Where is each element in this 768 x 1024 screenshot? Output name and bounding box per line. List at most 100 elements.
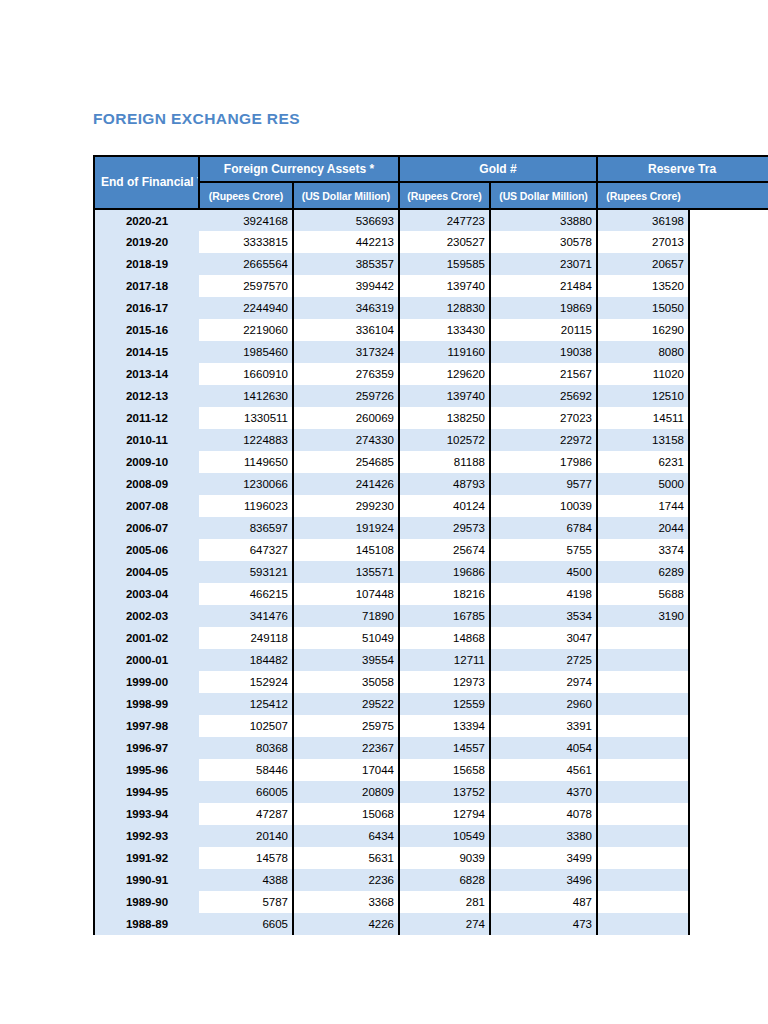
clipped-header-cell bbox=[689, 182, 768, 209]
clipped-area-cell bbox=[689, 429, 768, 451]
clipped-area-cell bbox=[689, 605, 768, 627]
value-cell: 33880 bbox=[490, 209, 597, 231]
table-header: End of Financial Year Foreign Currency A… bbox=[94, 156, 768, 209]
table-row: 2007-08119602329923040124100391744 bbox=[94, 495, 768, 517]
year-cell: 2005-06 bbox=[94, 539, 199, 561]
value-cell: 1230066 bbox=[199, 473, 293, 495]
table-row: 1999-0015292435058129732974 bbox=[94, 671, 768, 693]
header-group-row: End of Financial Year Foreign Currency A… bbox=[94, 156, 768, 182]
value-cell: 12711 bbox=[399, 649, 490, 671]
value-cell: 15068 bbox=[293, 803, 399, 825]
year-cell: 1995-96 bbox=[94, 759, 199, 781]
value-cell: 6434 bbox=[293, 825, 399, 847]
value-cell: 139740 bbox=[399, 275, 490, 297]
value-cell: 6828 bbox=[399, 869, 490, 891]
value-cell: 5755 bbox=[490, 539, 597, 561]
year-cell: 1999-00 bbox=[94, 671, 199, 693]
value-cell: 1224883 bbox=[199, 429, 293, 451]
year-cell: 2006-07 bbox=[94, 517, 199, 539]
year-cell: 1994-95 bbox=[94, 781, 199, 803]
value-cell bbox=[597, 693, 689, 715]
table-row: 2018-1926655643853571595852307120657 bbox=[94, 253, 768, 275]
clipped-area-cell bbox=[689, 583, 768, 605]
value-cell: 6605 bbox=[199, 913, 293, 935]
value-cell bbox=[597, 891, 689, 913]
value-cell: 138250 bbox=[399, 407, 490, 429]
clipped-area-cell bbox=[689, 231, 768, 253]
column-header-year: End of Financial Year bbox=[94, 156, 199, 209]
document-page: FOREIGN EXCHANGE RES End of Financial Ye… bbox=[0, 0, 768, 1024]
value-cell: 16290 bbox=[597, 319, 689, 341]
value-cell: 9039 bbox=[399, 847, 490, 869]
table-row: 2020-2139241685366932477233388036198 bbox=[94, 209, 768, 231]
value-cell: 81188 bbox=[399, 451, 490, 473]
value-cell: 22367 bbox=[293, 737, 399, 759]
year-cell: 2011-12 bbox=[94, 407, 199, 429]
clipped-area-cell bbox=[689, 473, 768, 495]
value-cell: 15658 bbox=[399, 759, 490, 781]
value-cell: 3374 bbox=[597, 539, 689, 561]
value-cell: 647327 bbox=[199, 539, 293, 561]
value-cell: 2219060 bbox=[199, 319, 293, 341]
year-cell: 1988-89 bbox=[94, 913, 199, 935]
value-cell: 102507 bbox=[199, 715, 293, 737]
year-cell: 2016-17 bbox=[94, 297, 199, 319]
table-row: 2005-066473271451082567457553374 bbox=[94, 539, 768, 561]
value-cell: 8080 bbox=[597, 341, 689, 363]
value-cell: 102572 bbox=[399, 429, 490, 451]
year-cell: 2014-15 bbox=[94, 341, 199, 363]
table-row: 1990-914388223668283496 bbox=[94, 869, 768, 891]
value-cell: 2960 bbox=[490, 693, 597, 715]
year-cell: 2020-21 bbox=[94, 209, 199, 231]
value-cell bbox=[597, 649, 689, 671]
table-row: 2003-044662151074481821641985688 bbox=[94, 583, 768, 605]
value-cell: 4388 bbox=[199, 869, 293, 891]
table-row: 2013-1416609102763591296202156711020 bbox=[94, 363, 768, 385]
value-cell: 259726 bbox=[293, 385, 399, 407]
value-cell: 12559 bbox=[399, 693, 490, 715]
value-cell: 3380 bbox=[490, 825, 597, 847]
value-cell: 36198 bbox=[597, 209, 689, 231]
value-cell: 5631 bbox=[293, 847, 399, 869]
value-cell bbox=[597, 803, 689, 825]
value-cell: 16785 bbox=[399, 605, 490, 627]
value-cell: 4078 bbox=[490, 803, 597, 825]
year-cell: 2001-02 bbox=[94, 627, 199, 649]
value-cell: 1744 bbox=[597, 495, 689, 517]
clipped-area-cell bbox=[689, 539, 768, 561]
table-row: 1993-944728715068127944078 bbox=[94, 803, 768, 825]
clipped-area-cell bbox=[689, 517, 768, 539]
table-row: 2000-0118448239554127112725 bbox=[94, 649, 768, 671]
value-cell: 3333815 bbox=[199, 231, 293, 253]
value-cell: 40124 bbox=[399, 495, 490, 517]
year-cell: 2015-16 bbox=[94, 319, 199, 341]
year-cell: 1990-91 bbox=[94, 869, 199, 891]
clipped-area-cell bbox=[689, 341, 768, 363]
value-cell: 9577 bbox=[490, 473, 597, 495]
value-cell: 20115 bbox=[490, 319, 597, 341]
value-cell bbox=[597, 715, 689, 737]
clipped-area-cell bbox=[689, 759, 768, 781]
clipped-area-cell bbox=[689, 671, 768, 693]
value-cell: 19686 bbox=[399, 561, 490, 583]
value-cell: 4198 bbox=[490, 583, 597, 605]
value-cell: 241426 bbox=[293, 473, 399, 495]
year-cell: 1991-92 bbox=[94, 847, 199, 869]
clipped-area-cell bbox=[689, 561, 768, 583]
value-cell: 13520 bbox=[597, 275, 689, 297]
value-cell: 14868 bbox=[399, 627, 490, 649]
column-header-fca-usd-million: (US Dollar Million) bbox=[293, 182, 399, 209]
value-cell: 1196023 bbox=[199, 495, 293, 517]
value-cell: 25975 bbox=[293, 715, 399, 737]
value-cell: 274 bbox=[399, 913, 490, 935]
clipped-area-cell bbox=[689, 451, 768, 473]
value-cell: 139740 bbox=[399, 385, 490, 407]
value-cell: 17986 bbox=[490, 451, 597, 473]
clipped-area-cell bbox=[689, 385, 768, 407]
value-cell: 11020 bbox=[597, 363, 689, 385]
value-cell bbox=[597, 627, 689, 649]
value-cell: 254685 bbox=[293, 451, 399, 473]
table-row: 1995-965844617044156584561 bbox=[94, 759, 768, 781]
table-row: 2010-1112248832743301025722297213158 bbox=[94, 429, 768, 451]
year-cell: 2008-09 bbox=[94, 473, 199, 495]
